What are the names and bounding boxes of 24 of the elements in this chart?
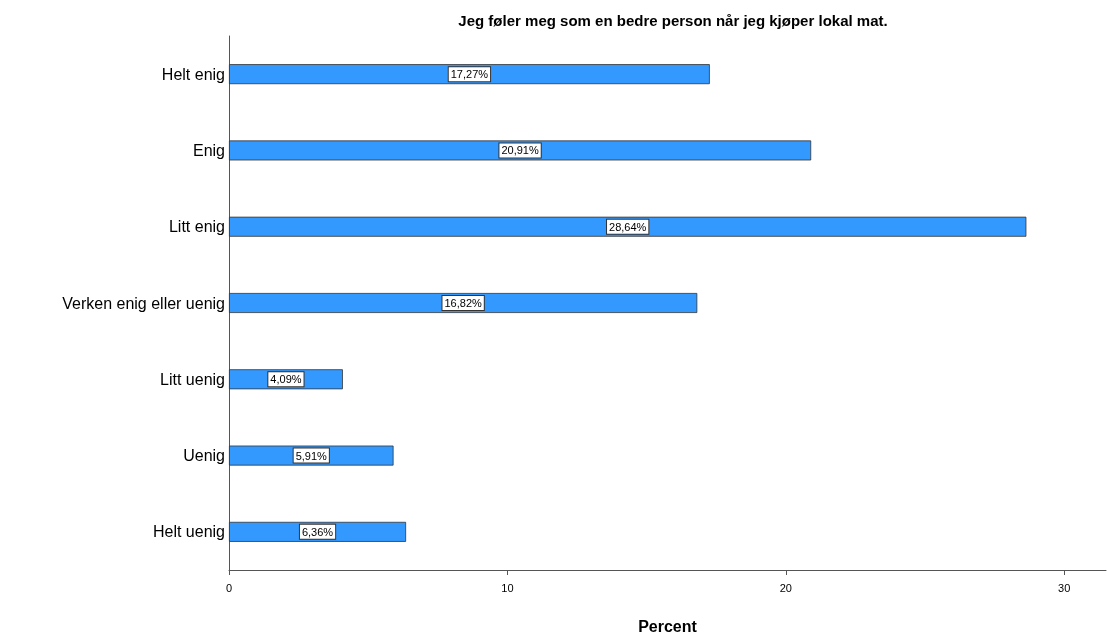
chart-title: Jeg føler meg som en bedre person når jeg kjøper lokal mat.	[458, 12, 888, 29]
y-tick-label: Litt uenig	[160, 370, 225, 388]
y-tick-label: Helt enig	[161, 65, 225, 83]
y-tick-label: Litt enig	[168, 218, 225, 236]
y-tick-label: Helt uenig	[152, 523, 225, 541]
data-label: 28,64%	[609, 220, 647, 233]
x-tick-label: 0	[225, 581, 233, 594]
bar	[229, 140, 812, 161]
y-tick-label: Uenig	[183, 447, 225, 465]
data-label: 4,09%	[270, 373, 302, 386]
data-label: 17,27%	[450, 68, 489, 81]
bar	[229, 64, 710, 85]
bar	[229, 293, 698, 313]
bar	[229, 216, 1027, 237]
x-tick-label: 30	[1058, 581, 1071, 594]
data-label: 20,91%	[501, 144, 539, 157]
y-tick-label: Enig	[192, 141, 225, 159]
x-tick-label: 10	[501, 581, 514, 594]
x-tick-label: 20	[779, 581, 792, 594]
data-label: 5,91%	[295, 449, 328, 462]
data-label: 6,36%	[301, 525, 334, 538]
x-axis-title: Percent	[638, 617, 698, 635]
y-tick-label: Verken enig eller uenig	[62, 294, 225, 312]
data-label: 16,82%	[444, 297, 483, 309]
